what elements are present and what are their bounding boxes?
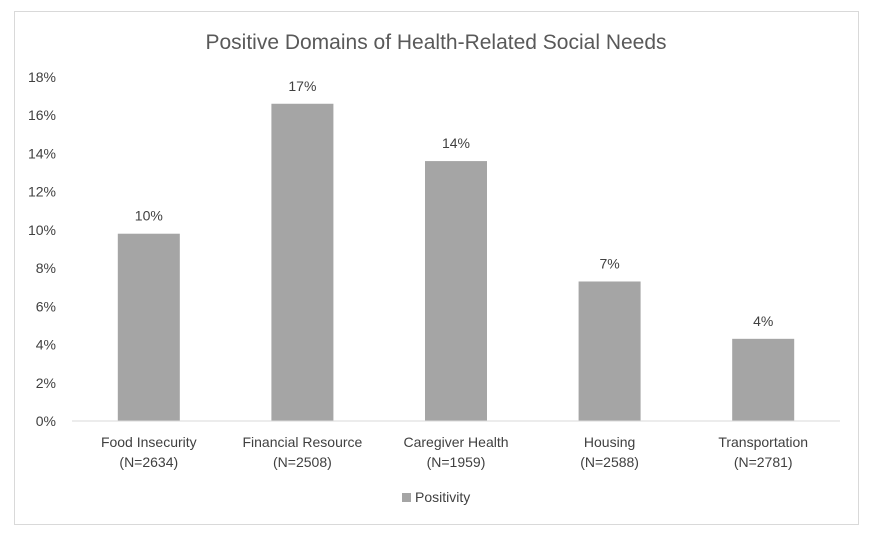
y-tick-label: 18% bbox=[28, 69, 56, 85]
bar bbox=[425, 161, 487, 422]
y-axis: 0% 2% 4% 6% 8% 10% 12% 14% 16% 18% bbox=[28, 69, 56, 429]
data-label: 7% bbox=[599, 255, 619, 271]
y-tick-label: 6% bbox=[36, 298, 56, 314]
category-sample-size: (N=1959) bbox=[427, 454, 486, 470]
data-label: 14% bbox=[442, 135, 470, 151]
y-tick-label: 2% bbox=[36, 375, 56, 391]
legend-label-positivity: Positivity bbox=[415, 489, 470, 505]
category-sample-size: (N=2588) bbox=[580, 454, 639, 470]
bar bbox=[117, 233, 180, 421]
bars bbox=[117, 103, 795, 422]
category-label: Caregiver Health bbox=[403, 434, 508, 450]
y-tick-label: 10% bbox=[28, 222, 56, 238]
y-tick-label: 12% bbox=[28, 184, 56, 200]
category-label: Financial Resource bbox=[242, 434, 362, 450]
legend-swatch-positivity bbox=[402, 493, 411, 502]
data-label: 4% bbox=[753, 313, 773, 329]
category-label: Transportation bbox=[718, 434, 808, 450]
data-label: 17% bbox=[288, 78, 316, 94]
y-tick-label: 0% bbox=[36, 413, 56, 429]
data-labels: 10% 17% 14% 7% 4% bbox=[135, 78, 774, 329]
data-label: 10% bbox=[135, 208, 163, 224]
category-sample-size: (N=2634) bbox=[119, 454, 178, 470]
legend: Positivity bbox=[402, 489, 470, 505]
category-label: Food Insecurity bbox=[101, 434, 197, 450]
category-sample-size: (N=2508) bbox=[273, 454, 332, 470]
x-axis: Food Insecurity (N=2634) Financial Resourc… bbox=[72, 420, 840, 470]
category-label: Housing bbox=[584, 434, 635, 450]
y-tick-label: 8% bbox=[36, 260, 56, 276]
bar bbox=[271, 103, 334, 421]
bar bbox=[578, 281, 641, 421]
y-tick-label: 4% bbox=[36, 337, 56, 353]
category-sample-size: (N=2781) bbox=[734, 454, 793, 470]
y-tick-label: 14% bbox=[28, 145, 56, 161]
y-tick-label: 16% bbox=[28, 107, 56, 123]
chart-title: Positive Domains of Health-Related Socia… bbox=[205, 31, 666, 54]
bar bbox=[732, 338, 795, 421]
